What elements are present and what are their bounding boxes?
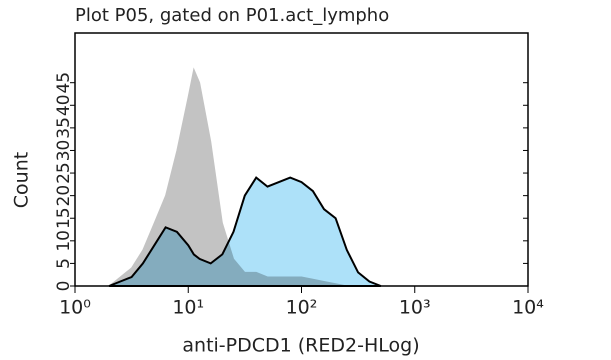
x-tick-label: 10⁰ [59, 297, 91, 319]
y-tick-label: 35 [54, 117, 74, 139]
y-tick-label: 5 [54, 258, 74, 269]
y-tick-label: 40 [54, 94, 74, 116]
x-tick-label: 10¹ [172, 297, 204, 319]
y-tick-label: 45 [54, 72, 74, 94]
y-tick-label: 10 [54, 230, 74, 252]
chart-title: Plot P05, gated on P01.act_lympho [75, 5, 389, 26]
x-tick-label: 10³ [399, 297, 431, 319]
y-tick-label: 0 [54, 281, 74, 292]
y-tick-label: 20 [54, 185, 74, 207]
x-tick-label: 10² [286, 297, 318, 319]
y-axis-label: Count [11, 152, 33, 208]
x-tick-label: 10⁴ [512, 297, 544, 319]
y-tick-label: 30 [54, 140, 74, 162]
sample-histogram [108, 176, 382, 287]
x-axis-label: anti-PDCD1 (RED2-HLog) [182, 335, 419, 357]
y-tick-label: 25 [54, 162, 74, 184]
y-tick-label: 15 [54, 207, 74, 229]
